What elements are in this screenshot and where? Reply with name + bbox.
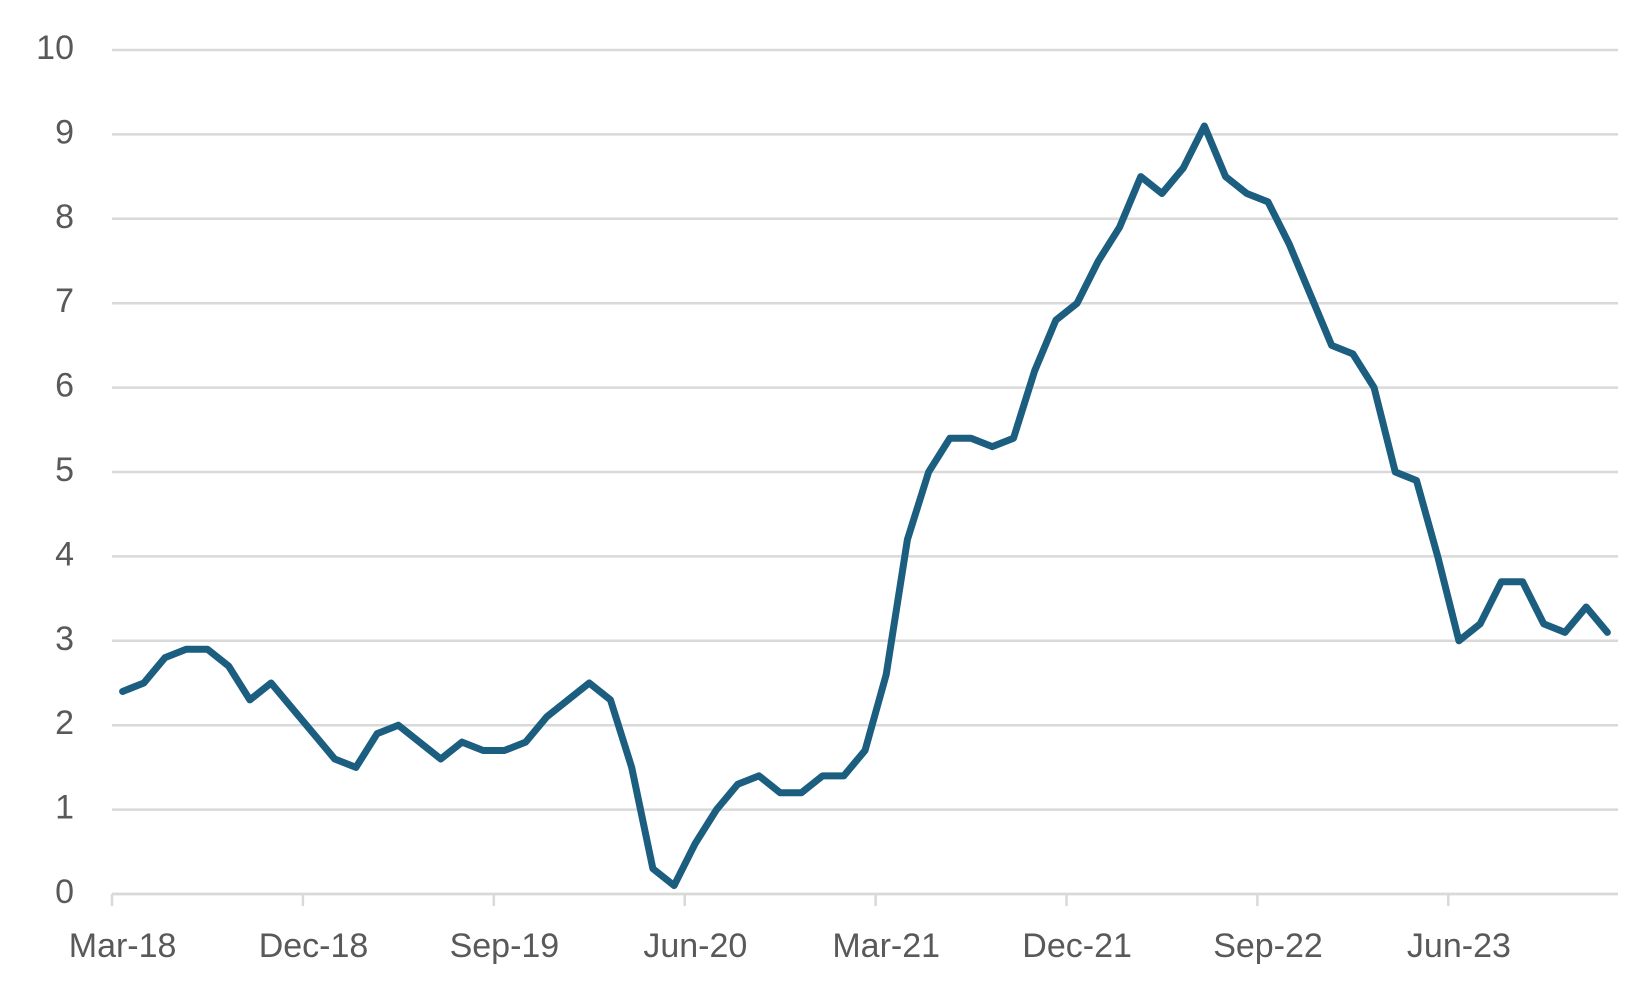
y-tick-label: 1 xyxy=(55,789,74,827)
x-tick-label: Mar-18 xyxy=(69,927,177,965)
y-tick-label: 7 xyxy=(55,282,74,320)
x-tick-label: Dec-18 xyxy=(259,927,369,965)
y-tick-label: 2 xyxy=(55,704,74,742)
y-tick-label: 0 xyxy=(55,873,74,911)
x-tick-label: Jun-20 xyxy=(643,927,747,965)
x-tick-label: Dec-21 xyxy=(1022,927,1132,965)
x-tick-label: Mar-21 xyxy=(832,927,940,965)
y-tick-label: 6 xyxy=(55,367,74,405)
x-tick-label: Sep-22 xyxy=(1213,927,1323,965)
y-tick-label: 9 xyxy=(55,113,74,151)
line-series xyxy=(119,122,1611,890)
y-tick-label: 4 xyxy=(55,535,74,573)
y-tick-label: 3 xyxy=(55,620,74,658)
x-tick-label: Sep-19 xyxy=(450,927,560,965)
y-tick-label: 5 xyxy=(55,451,74,489)
y-tick-label: 10 xyxy=(36,29,74,67)
y-tick-label: 8 xyxy=(55,198,74,236)
x-tick-label: Jun-23 xyxy=(1407,927,1511,965)
